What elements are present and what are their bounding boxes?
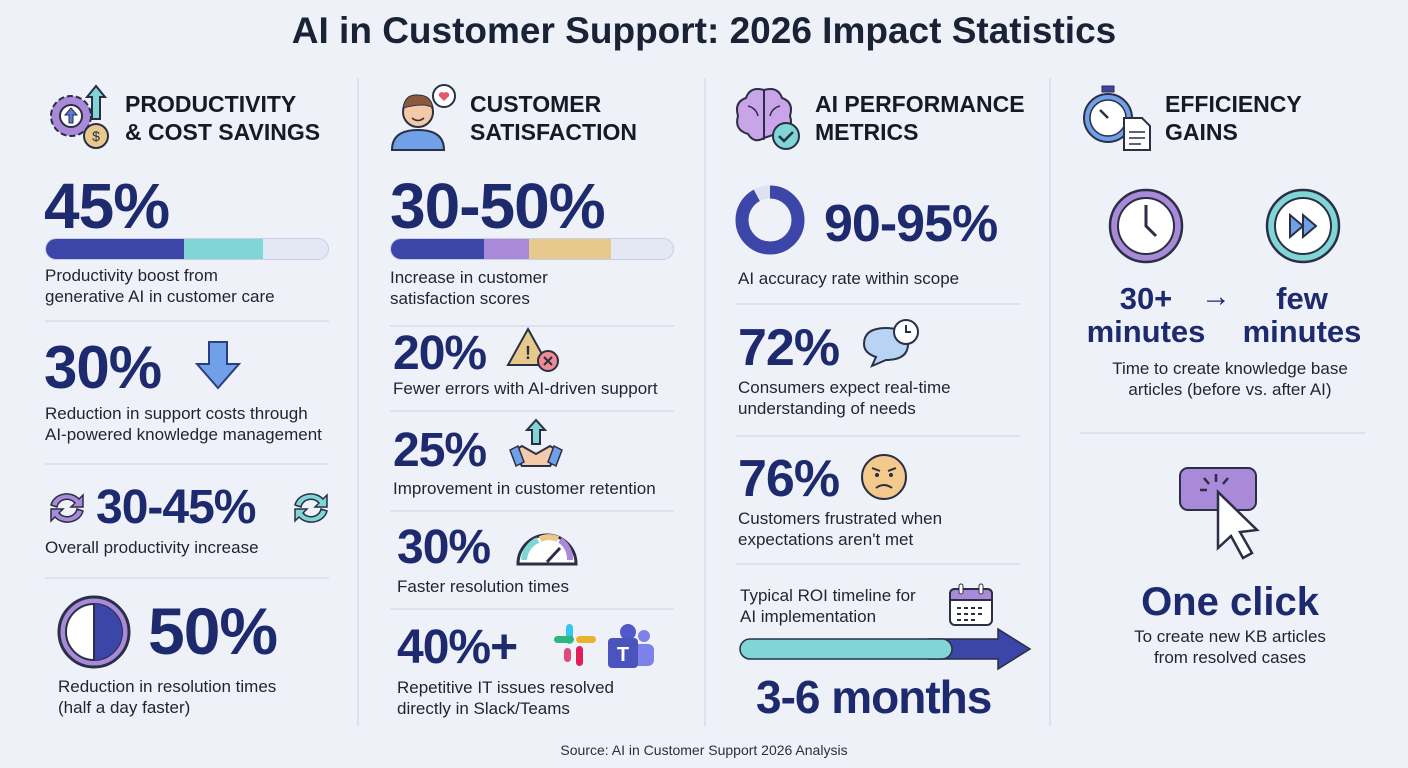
stat-description: Time to create knowledge base articles (b…	[1112, 359, 1348, 399]
stat-description: AI accuracy rate within scope	[738, 269, 960, 288]
page-title: AI in Customer Support: 2026 Impact Stat…	[291, 10, 1117, 51]
slack-teams-icon: T	[554, 624, 654, 668]
stat-description: Fewer errors with AI-driven support	[393, 379, 658, 398]
progress-bar	[45, 238, 329, 260]
stat-value: 30%	[44, 334, 162, 401]
section-heading: PRODUCTIVITY & COST SAVINGS	[125, 91, 321, 145]
stat-value: 72%	[738, 319, 840, 377]
cycle-arrows-icon	[294, 493, 328, 523]
stat-value: 45%	[44, 170, 170, 242]
brain-check-icon	[736, 88, 800, 150]
frustrated-face-icon	[861, 454, 907, 500]
bar-segment	[184, 239, 264, 259]
warning-error-icon: !	[506, 326, 559, 372]
bar-segment	[484, 239, 530, 259]
stat-description: Typical ROI timeline for AI implementatio…	[740, 586, 916, 626]
happy-customer-icon	[390, 84, 456, 151]
divider	[390, 510, 674, 512]
stat-description: Overall productivity increase	[45, 538, 259, 557]
divider	[45, 320, 329, 322]
column-divider	[704, 78, 706, 726]
donut-fill	[735, 185, 805, 255]
stat-value: 30-45%	[96, 481, 256, 534]
stat-description: Consumers expect real-time understanding …	[738, 378, 951, 418]
stat-description: Reduction in resolution times (half a day…	[58, 677, 277, 717]
cycle-arrows-icon	[50, 493, 84, 523]
stopwatch-document-icon	[1083, 85, 1151, 151]
accuracy-donut-chart	[735, 185, 805, 255]
divider	[736, 435, 1020, 437]
stat-value: One click	[1141, 580, 1319, 624]
gear-arrow-dollar-icon: $	[50, 84, 109, 149]
svg-text:T: T	[617, 644, 629, 666]
column-divider	[357, 78, 359, 726]
divider	[1080, 432, 1365, 434]
time-before: 30+ minutes	[1086, 281, 1206, 349]
stat-value: 30-50%	[390, 170, 606, 242]
speedometer-icon	[516, 533, 578, 566]
roi-timeline-arrow	[739, 627, 1032, 671]
stat-description: Faster resolution times	[397, 577, 569, 596]
stat-value: 76%	[738, 450, 840, 508]
stat-value: 20%	[393, 327, 487, 380]
clock-icon	[1108, 188, 1184, 264]
divider	[45, 577, 329, 579]
stat-description: Improvement in customer retention	[393, 479, 656, 498]
stat-description: Reduction in support costs through AI-pow…	[45, 404, 322, 444]
section-heading: CUSTOMER SATISFACTION	[470, 91, 637, 145]
column-divider	[1049, 78, 1051, 726]
bar-segment	[46, 239, 185, 259]
bar-segment	[391, 239, 485, 259]
bar-segment	[529, 239, 611, 259]
svg-text:!: !	[525, 343, 531, 363]
stat-description: Customers frustrated when expectations ar…	[738, 509, 943, 549]
stat-description: Repetitive IT issues resolved directly in…	[397, 678, 615, 718]
stat-description: To create new KB articles from resolved c…	[1134, 627, 1326, 667]
section-heading: AI PERFORMANCE METRICS	[815, 91, 1025, 145]
chat-clock-icon	[862, 319, 919, 368]
section-heading: EFFICIENCY GAINS	[1165, 91, 1302, 145]
stat-value: 3-6 months	[756, 671, 992, 723]
stat-description: Productivity boost from generative AI in …	[45, 266, 275, 306]
stat-value: 30%	[397, 521, 491, 574]
divider	[736, 303, 1020, 305]
time-after: few minutes	[1242, 281, 1362, 349]
progress-bar	[390, 238, 674, 260]
cursor-click-icon	[1179, 467, 1260, 560]
divider	[390, 410, 674, 412]
stat-description: Increase in customer satisfaction scores	[390, 268, 548, 308]
divider	[736, 563, 1020, 565]
divider	[45, 463, 329, 465]
stat-value: 50%	[148, 594, 278, 668]
stat-value: 90-95%	[824, 195, 998, 253]
divider	[390, 325, 674, 327]
calendar-icon	[949, 583, 993, 626]
down-arrow-icon	[194, 341, 242, 390]
svg-text:$: $	[92, 128, 100, 144]
stat-value: 25%	[393, 424, 487, 477]
half-clock-icon	[57, 595, 131, 669]
stat-value: 40%+	[397, 621, 518, 674]
arrow-right-icon: →	[1201, 280, 1231, 313]
source-note: Source: AI in Customer Support 2026 Anal…	[560, 742, 848, 758]
fast-forward-icon	[1265, 188, 1341, 264]
handshake-icon	[509, 418, 563, 468]
divider	[390, 608, 674, 610]
